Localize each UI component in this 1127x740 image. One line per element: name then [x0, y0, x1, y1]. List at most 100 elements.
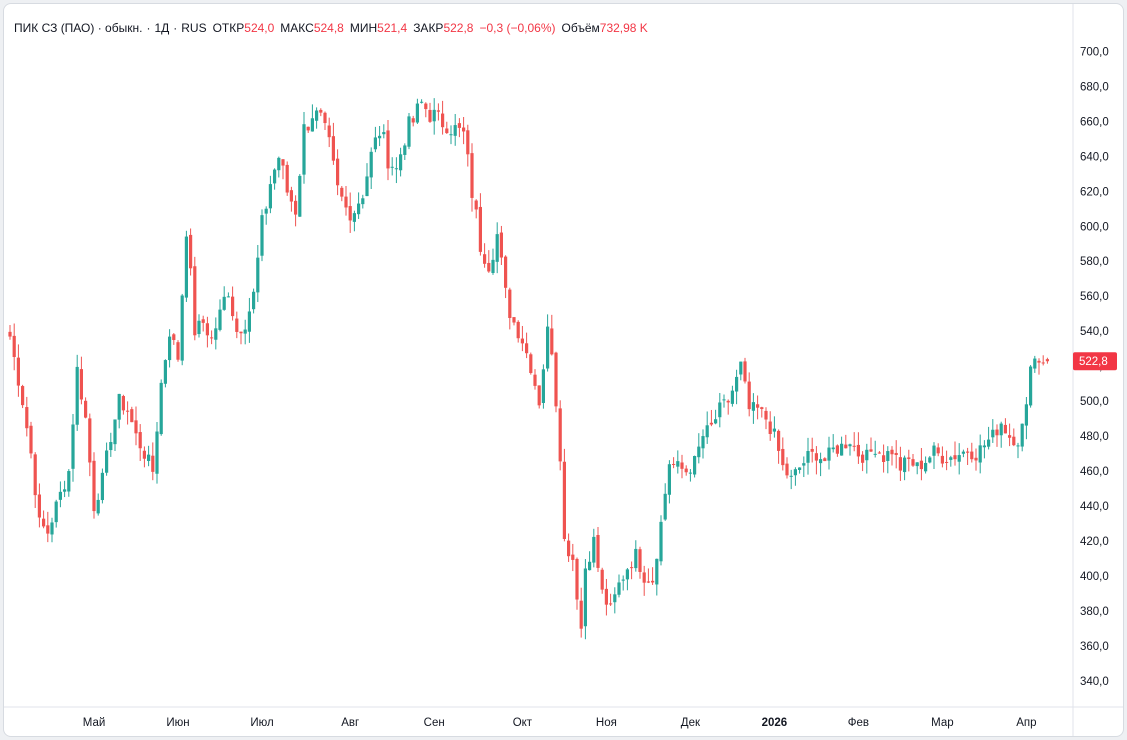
candle-body: [121, 396, 125, 411]
candle-body: [730, 390, 734, 404]
candle-body: [957, 455, 961, 462]
candle-body: [697, 446, 701, 458]
candle-body: [823, 458, 827, 462]
low-label: МИН: [349, 21, 378, 35]
candle-body: [92, 460, 96, 512]
candle-body: [709, 422, 713, 425]
candle-body: [747, 381, 751, 410]
candle-body: [264, 208, 268, 214]
interval-label[interactable]: 1Д: [154, 21, 170, 35]
candle-body: [966, 451, 970, 453]
candle-body: [945, 461, 949, 463]
candle-body: [588, 561, 592, 571]
candle-body: [701, 436, 705, 449]
candle-body: [772, 428, 776, 432]
price-tick-label: 620,0: [1080, 186, 1109, 198]
candle-body: [411, 118, 415, 123]
candle-body: [352, 213, 356, 222]
candle-body: [541, 369, 545, 404]
candle-body: [369, 151, 373, 178]
candle-body: [210, 337, 214, 339]
candle-body: [651, 580, 655, 583]
candlestick-chart[interactable]: 700,0 680,0 660,0 640,0 620,0 600,0 580,0 560,0…: [4, 4, 1123, 736]
time-axis[interactable]: Май Июн Июл Авг Сен Окт Ноя Дек 2026 Фев Мар Апр: [83, 717, 1037, 729]
candle-body: [96, 499, 100, 514]
candle-body: [722, 399, 726, 401]
candle-body: [621, 579, 625, 581]
candle-body: [147, 454, 151, 462]
symbol-title[interactable]: ПИК СЗ (ПАО) · обыкн.: [14, 21, 142, 35]
volume-value: 732,98 K: [599, 21, 648, 35]
candle-body: [562, 461, 566, 539]
candle-body: [134, 420, 138, 434]
candle-body: [764, 410, 768, 420]
price-tick-label: 440,0: [1080, 501, 1109, 513]
candle-body: [71, 424, 75, 469]
candle-body: [726, 400, 730, 403]
candle-body: [781, 448, 785, 466]
chart-panel[interactable]: ПИК СЗ (ПАО) · обыкн. · 1Д · RUS ОТКР 524…: [3, 3, 1124, 737]
candle-body: [1024, 404, 1028, 426]
candle-body: [819, 459, 823, 464]
candle-body: [999, 423, 1003, 436]
candle-body: [655, 558, 659, 585]
candle-body: [579, 600, 583, 629]
candle-body: [520, 338, 524, 344]
candle-body: [281, 159, 285, 166]
candle-body: [856, 444, 860, 457]
candle-body: [928, 457, 932, 463]
time-tick-label: Май: [83, 717, 106, 729]
candle-body: [113, 419, 117, 445]
candle-body: [483, 254, 487, 264]
candle-body: [449, 134, 453, 136]
candle-body: [835, 445, 839, 454]
price-tick-label: 560,0: [1080, 291, 1109, 303]
candle-body: [898, 457, 902, 471]
candle-body: [802, 463, 806, 466]
price-tick-label: 360,0: [1080, 641, 1109, 653]
candle-body: [718, 402, 722, 418]
candle-body: [596, 535, 600, 568]
candle-body: [184, 236, 188, 298]
candle-body: [844, 444, 848, 449]
candle-body: [911, 459, 915, 466]
candle-body: [67, 471, 71, 492]
candle-body: [873, 453, 877, 455]
candle-body: [306, 126, 310, 131]
candle-body: [46, 525, 50, 534]
candle-body: [268, 184, 272, 209]
close-value: 522,8: [443, 21, 474, 35]
candle-body: [218, 309, 222, 330]
price-tick-label: 340,0: [1080, 676, 1109, 688]
candle-body: [138, 432, 142, 449]
candle-body: [604, 588, 608, 605]
candle-body: [298, 175, 302, 217]
candle-body: [378, 135, 382, 139]
candle-body: [478, 206, 482, 252]
candle-body: [357, 203, 361, 215]
candle-body: [785, 463, 789, 476]
candle-body: [310, 118, 314, 132]
candle-body: [625, 569, 629, 580]
candle-body: [877, 452, 881, 454]
candle-body: [504, 256, 508, 288]
candle-body: [289, 190, 293, 202]
candle-body: [130, 409, 134, 423]
candle-body: [529, 354, 533, 373]
candle-body: [869, 449, 873, 452]
candle-body: [205, 323, 209, 336]
candle-body: [126, 410, 130, 412]
candle-body: [315, 110, 319, 121]
candle-body: [739, 361, 743, 375]
candle-body: [861, 454, 865, 463]
price-tick-label: 400,0: [1080, 571, 1109, 583]
candle-body: [1029, 366, 1033, 406]
candle-body: [151, 455, 155, 472]
candle-body: [415, 103, 419, 123]
candle-body: [331, 136, 335, 161]
candle-body: [432, 109, 436, 122]
candle-body: [714, 419, 718, 424]
candle-body: [226, 296, 230, 298]
candle-body: [176, 342, 180, 360]
candle-body: [58, 491, 62, 500]
